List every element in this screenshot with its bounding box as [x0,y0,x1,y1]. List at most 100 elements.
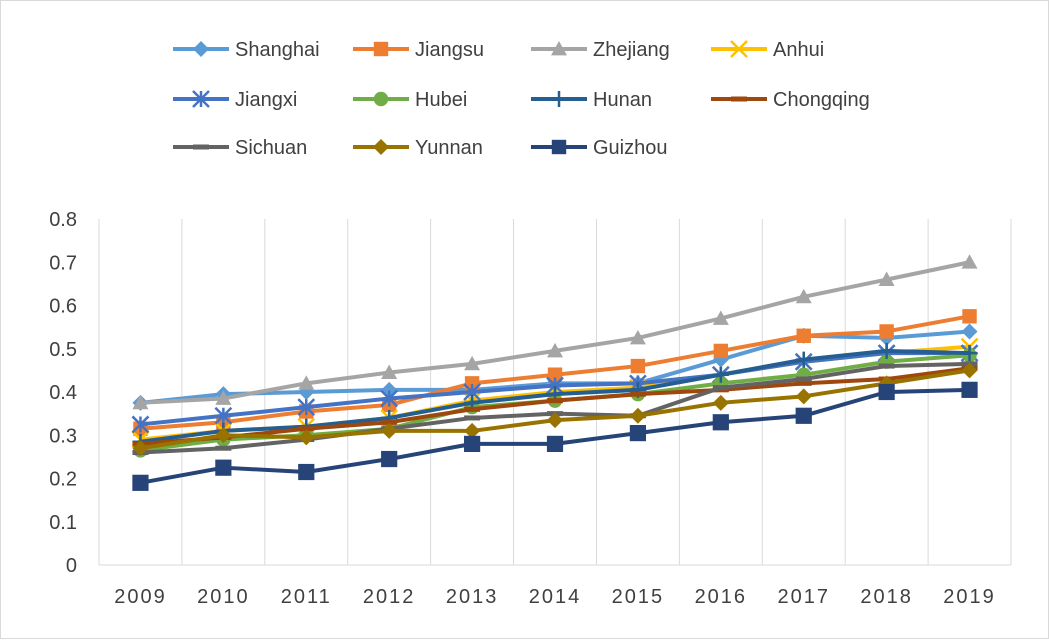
legend-item-hunan: Hunan [531,89,652,111]
data-point-jiangxi [380,389,399,408]
data-point-zhejiang [629,329,646,345]
data-point-guizhou [132,474,149,491]
data-point-jiangxi [214,406,233,425]
legend-marker [551,91,567,107]
legend-item-chongqing: Chongqing [711,89,870,111]
data-point-guizhou [381,450,398,468]
data-point-chongqing [547,398,563,404]
legend-marker [193,144,209,150]
series-group [131,254,979,491]
series-guizhou [132,381,978,491]
data-point-jiangsu [962,309,977,324]
legend-label: Yunnan [415,137,483,159]
legend-label: Jiangxi [235,89,297,111]
data-point-zhejiang [712,310,729,325]
x-tick-label: 2009 [114,586,167,608]
y-tick-label: 0 [66,555,77,577]
legend-marker [373,139,389,155]
data-point-sichuan [795,376,812,382]
data-point-chongqing [629,391,646,397]
data-point-zhejiang [381,364,398,379]
data-point-guizhou [712,414,729,431]
data-point-yunnan [795,388,812,405]
data-point-sichuan [215,445,232,451]
series-yunnan [132,362,978,457]
data-point-zhejiang [547,342,563,358]
legend-label: Hubei [415,89,467,111]
data-point-jiangxi [297,398,316,417]
data-point-yunnan [132,440,149,457]
y-tick-label: 0.1 [49,512,77,534]
legend-label: Anhui [773,39,824,61]
x-axis: 2009 2010 2011 2012 2013 2014 2015 2016 2017 2018… [99,564,1011,608]
y-tick-label: 0.3 [49,425,77,447]
legend-item-jiangxi: Jiangxi [173,89,297,111]
x-tick-label: 2010 [197,586,250,608]
data-point-chongqing [464,406,481,412]
data-point-jiangsu [796,328,811,343]
legend-item-hubei: Hubei [353,89,467,111]
legend-label: Hunan [593,89,652,111]
data-point-hunan [878,342,895,359]
data-point-chongqing [381,419,398,425]
data-point-hunan [961,345,978,362]
legend-label: Jiangsu [415,39,484,61]
y-tick-label: 0.7 [49,252,77,274]
data-point-yunnan [712,394,729,411]
legend-marker [731,96,747,102]
data-point-zhejiang [464,355,481,371]
data-point-zhejiang [215,390,232,405]
x-tick-label: 2017 [777,586,830,608]
y-tick-label: 0.6 [49,296,77,318]
x-tick-label: 2018 [860,586,913,608]
data-point-zhejiang [961,254,978,269]
data-point-yunnan [464,422,481,439]
data-point-guizhou [878,383,895,401]
y-tick-label: 0.8 [49,209,77,231]
data-point-sichuan [878,363,895,369]
data-point-zhejiang [298,375,315,390]
data-point-yunnan [961,362,978,379]
data-point-guizhou [629,424,647,442]
legend-marker [373,41,389,57]
legend-label: Chongqing [773,89,870,111]
y-tick-label: 0.5 [49,339,77,361]
data-point-guizhou [961,381,978,398]
data-point-chongqing [795,380,812,386]
legend-item-anhui: Anhui [711,39,824,61]
data-point-guizhou [215,459,232,476]
legend-marker [730,40,748,58]
data-point-zhejiang [795,288,812,304]
gridlines [98,219,1012,565]
legend-item-sichuan: Sichuan [173,137,307,159]
data-point-jiangsu [879,324,894,339]
legend-item-guizhou: Guizhou [531,137,668,159]
legend-label: Sichuan [235,137,307,159]
legend-label: Shanghai [235,39,320,61]
y-tick-label: 0.2 [49,469,77,491]
legend-item-zhejiang: Zhejiang [531,39,670,61]
data-point-zhejiang [878,271,895,286]
legend-marker [192,90,210,108]
data-point-shanghai [961,323,978,340]
x-tick-label: 2019 [943,586,996,608]
data-point-jiangxi [131,415,150,434]
data-point-hunan [795,351,812,368]
data-point-yunnan [381,422,398,439]
legend-marker [373,91,389,107]
legend-marker [551,139,567,155]
x-tick-label: 2011 [281,586,332,608]
data-point-guizhou [546,435,564,452]
x-tick-label: 2012 [363,586,416,608]
legend-label: Guizhou [593,137,668,159]
legend-label: Zhejiang [593,39,670,61]
data-point-chongqing [298,426,315,432]
data-point-sichuan [464,415,481,421]
legend-marker [193,41,209,57]
data-point-sichuan [712,385,729,391]
data-point-hunan [712,366,729,383]
legend-marker [551,41,567,56]
x-tick-label: 2016 [695,586,748,608]
